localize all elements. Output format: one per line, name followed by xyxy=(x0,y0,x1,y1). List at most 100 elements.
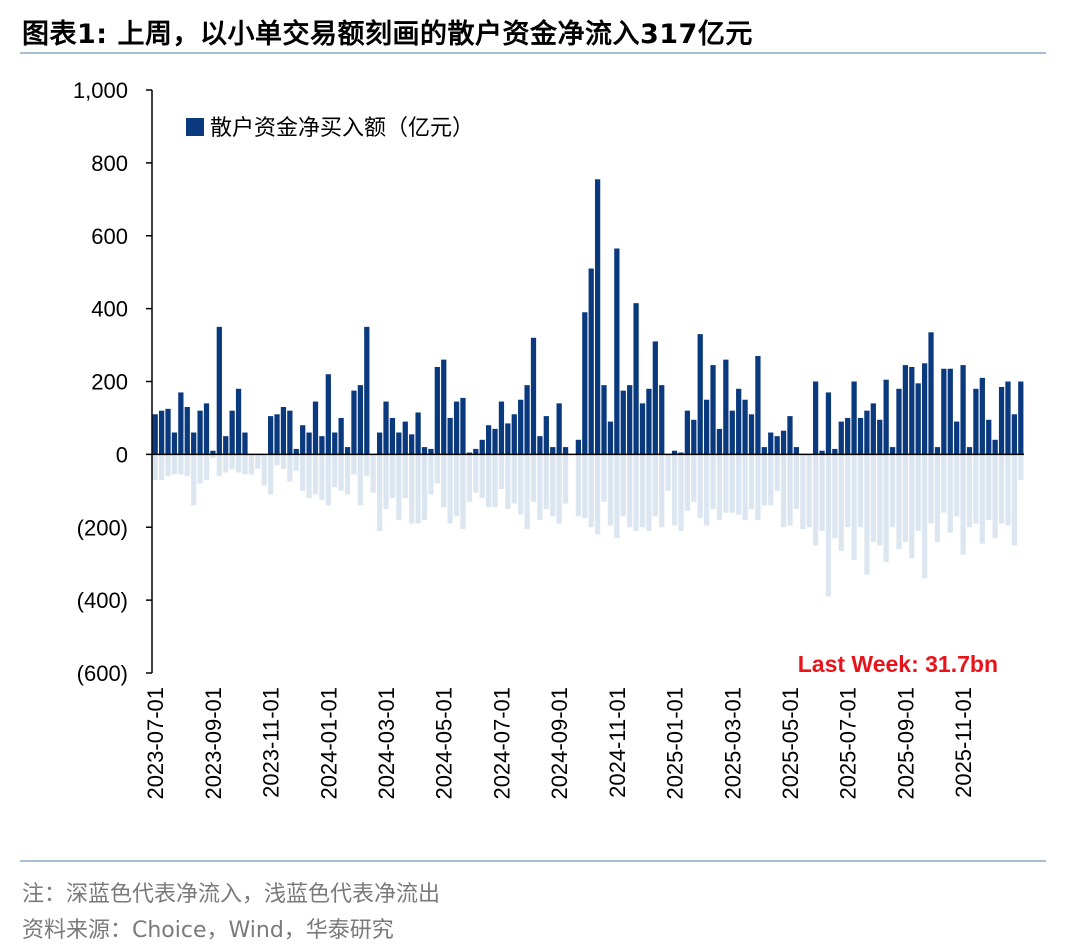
inflow-bar xyxy=(768,432,774,455)
outflow-bar xyxy=(242,454,248,475)
legend-swatch xyxy=(186,118,204,136)
inflow-bar xyxy=(761,447,767,455)
inflow-bars xyxy=(152,179,1024,455)
outflow-bar xyxy=(223,454,229,473)
inflow-bar xyxy=(748,414,755,455)
inflow-bar xyxy=(306,432,312,455)
outflow-bar xyxy=(434,454,440,484)
inflow-bar xyxy=(954,421,960,455)
outflow-bar xyxy=(376,454,383,531)
outflow-bar xyxy=(954,454,960,517)
inflow-bar xyxy=(485,425,492,455)
outflow-bar xyxy=(909,454,915,559)
outflow-bar xyxy=(210,454,216,459)
inflow-bar xyxy=(229,410,235,455)
inflow-bar xyxy=(447,417,453,455)
outflow-bar xyxy=(671,454,678,526)
outflow-bar xyxy=(287,454,293,482)
outflow-bar xyxy=(659,454,665,528)
outflow-bar xyxy=(877,454,883,546)
outflow-bar xyxy=(485,454,492,508)
inflow-bar xyxy=(973,388,979,455)
outflow-bar xyxy=(582,454,588,519)
inflow-bar xyxy=(242,432,248,455)
inflow-bar xyxy=(332,432,338,455)
last-week-annotation: Last Week: 31.7bn xyxy=(798,651,998,677)
inflow-bar xyxy=(582,312,588,455)
inflow-bar xyxy=(870,403,876,455)
outflow-bar xyxy=(736,454,742,515)
outflow-bar xyxy=(178,454,184,475)
inflow-bar xyxy=(575,439,582,455)
outflow-bar xyxy=(293,454,299,471)
outflow-bar xyxy=(171,454,178,475)
x-tick-label: 2025-11-01 xyxy=(951,687,976,798)
inflow-bar xyxy=(518,399,524,455)
inflow-bar xyxy=(921,363,928,455)
inflow-bar xyxy=(479,439,485,455)
outflow-bar xyxy=(274,454,280,466)
inflow-bar xyxy=(203,403,210,455)
inflow-bar xyxy=(396,432,402,455)
outflow-bar xyxy=(332,454,338,488)
inflow-bar xyxy=(812,381,819,455)
inflow-bar xyxy=(460,397,466,455)
inflow-bar xyxy=(774,436,780,455)
inflow-bar xyxy=(857,417,864,455)
x-axis-ticks: 2023-07-01 2023-09-01 2023-11-01 2024-01-01… xyxy=(143,687,976,800)
outflow-bar xyxy=(819,454,825,531)
inflow-bar xyxy=(550,447,556,455)
y-tick-label: 800 xyxy=(91,151,128,176)
outflow-bar xyxy=(235,454,242,473)
outflow-bar xyxy=(364,454,370,477)
outflow-bar xyxy=(768,454,774,506)
inflow-bar xyxy=(620,390,626,455)
x-tick-label: 2024-05-01 xyxy=(432,687,457,800)
outflow-bar xyxy=(678,454,684,531)
inflow-bar xyxy=(178,392,184,455)
outflow-bar xyxy=(530,454,537,502)
outflow-bar xyxy=(370,454,376,493)
outflow-bar xyxy=(614,454,620,539)
inflow-bar xyxy=(274,414,280,455)
inflow-bar xyxy=(934,447,941,455)
outflow-bar xyxy=(857,454,864,528)
inflow-bar xyxy=(607,421,614,455)
outflow-bar xyxy=(838,454,844,551)
inflow-bar xyxy=(877,419,883,455)
inflow-bar xyxy=(966,447,973,455)
outflow-bar xyxy=(351,454,357,475)
outflow-bar xyxy=(402,454,408,499)
inflow-bar xyxy=(723,359,729,455)
inflow-bar xyxy=(1005,381,1011,455)
outflow-bar xyxy=(806,454,812,528)
inflow-bar xyxy=(883,379,889,455)
inflow-bar xyxy=(998,386,1005,455)
outflow-bar xyxy=(864,454,870,575)
outflow-bar xyxy=(562,454,569,504)
inflow-bar xyxy=(992,439,998,455)
inflow-bar xyxy=(703,399,710,455)
inflow-bar xyxy=(287,410,293,455)
inflow-bar xyxy=(453,401,460,455)
outflow-bar xyxy=(203,454,210,480)
footnote: 注：深蓝色代表净流入，浅蓝色代表净流出 xyxy=(22,882,441,907)
outflow-bar xyxy=(941,454,947,513)
outflow-bar xyxy=(466,454,473,502)
outflow-bar xyxy=(729,454,735,513)
inflow-bar xyxy=(845,417,851,455)
inflow-bar xyxy=(300,425,306,455)
outflow-bar xyxy=(928,454,934,524)
outflow-bar xyxy=(845,454,851,528)
inflow-bar xyxy=(421,447,428,455)
inflow-bar xyxy=(588,268,594,455)
inflow-bar xyxy=(409,434,415,455)
outflow-bar xyxy=(684,454,691,511)
inflow-bar xyxy=(165,408,171,455)
outflow-bar xyxy=(479,454,485,499)
outflow-bar xyxy=(710,454,716,510)
inflow-bar xyxy=(659,385,665,455)
outflow-bar xyxy=(267,454,274,495)
outflow-bar xyxy=(152,454,158,480)
